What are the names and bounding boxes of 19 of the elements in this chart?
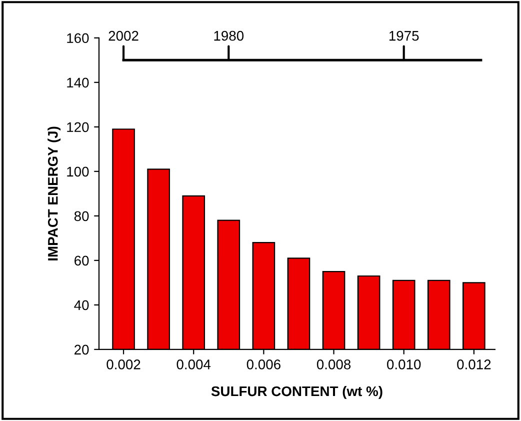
y-tick-label: 80	[74, 211, 89, 222]
y-tick-label: 140	[67, 78, 89, 88]
x-tick-label: 0.008	[316, 360, 351, 370]
y-tick-label: 120	[67, 122, 89, 132]
x-axis-title: SULFUR CONTENT (wt %)	[211, 386, 382, 399]
x-tick-label: 0.012	[457, 360, 491, 370]
y-tick-label: 160	[67, 33, 89, 44]
annotation: 1975	[389, 30, 419, 41]
y-tick-label: 40	[74, 300, 89, 310]
x-tick-label: 0.004	[176, 360, 211, 370]
annotation: 1980	[214, 30, 244, 41]
annotation: 2002	[108, 30, 138, 41]
x-tick-label: 0.010	[387, 360, 421, 370]
y-axis-title: IMPACT ENERGY (J)	[48, 126, 61, 260]
y-tick-label: 60	[74, 256, 89, 266]
y-tick-label: 20	[74, 344, 89, 355]
y-tick-label: 100	[67, 166, 89, 177]
x-tick-label: 0.006	[246, 360, 280, 370]
x-tick-label: 0.002	[106, 360, 140, 370]
